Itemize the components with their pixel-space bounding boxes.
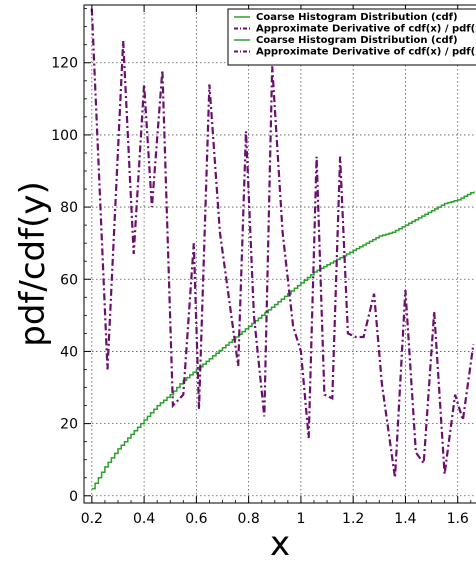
gridlines (84, 5, 476, 503)
legend-entry-label: Coarse Histogram Distribution (cdf) (256, 35, 458, 46)
y-tick-label: 80 (60, 200, 78, 216)
x-tick-labels: 0.2 0.4 0.6 0.8 1 1.2 1.4 1.6 (81, 511, 469, 527)
y-tick-label: 60 (60, 272, 78, 288)
axis-ticks (84, 5, 472, 503)
x-tick-label: 1.4 (394, 511, 416, 527)
plot-frame (83, 4, 476, 504)
y-tick-labels: 0 20 40 60 80 100 120 (51, 56, 78, 505)
series-derivative-line (90, 8, 475, 478)
y-tick-label: 20 (60, 417, 78, 433)
x-axis-label: x (270, 524, 290, 562)
plot-series (90, 8, 475, 490)
x-tick-label: 1.2 (342, 511, 364, 527)
x-tick-label: 0.4 (133, 511, 155, 527)
legend: Coarse Histogram Distribution (cdf)Appro… (227, 8, 476, 66)
series-cdf-line (91, 191, 475, 490)
x-tick-label: 0.8 (238, 511, 260, 527)
x-tick-label: 1.6 (447, 511, 469, 527)
legend-entry-label: Approximate Derivative of cdf(x) / pdf(x… (256, 24, 476, 35)
x-tick-label: 0.2 (81, 511, 103, 527)
y-axis-label: pdf/cdf(y) (13, 181, 53, 346)
y-tick-label: 100 (51, 128, 78, 144)
legend-box (227, 8, 476, 66)
y-tick-label: 120 (51, 56, 78, 72)
y-tick-label: 40 (60, 344, 78, 360)
legend-entry-label: Approximate Derivative of cdf(x) / pdf(x… (256, 47, 476, 58)
x-tick-label: 1 (296, 511, 305, 527)
legend-entry-label: Coarse Histogram Distribution (cdf) (256, 12, 458, 23)
y-tick-label: 0 (69, 489, 78, 505)
x-tick-label: 0.6 (185, 511, 207, 527)
